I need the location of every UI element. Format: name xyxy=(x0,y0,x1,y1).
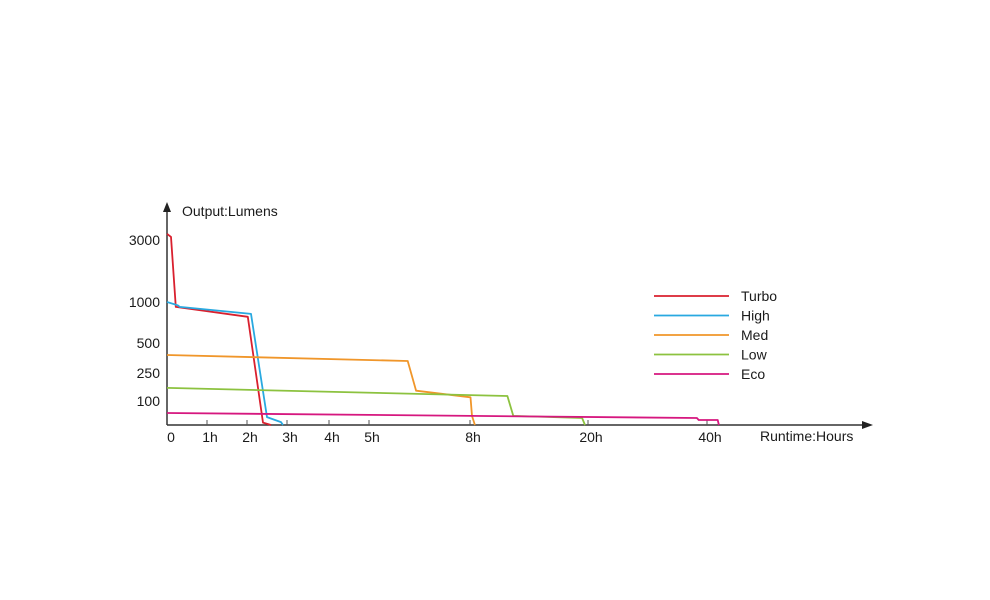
x-tick-label: 3h xyxy=(282,429,298,445)
legend-label: Med xyxy=(741,327,768,343)
y-tick-label: 1000 xyxy=(129,294,160,310)
y-ticks: 100 250 500 1000 3000 xyxy=(129,232,160,409)
x-tick-label: 4h xyxy=(324,429,340,445)
legend-item-turbo: Turbo xyxy=(654,288,777,304)
legend-label: Eco xyxy=(741,366,765,382)
legend-label: Turbo xyxy=(741,288,777,304)
y-tick-label: 250 xyxy=(137,365,161,381)
y-tick-label: 3000 xyxy=(129,232,160,248)
x-tick-label: 0 xyxy=(167,429,175,445)
y-axis-label: Output:Lumens xyxy=(182,203,278,219)
x-axis-label: Runtime:Hours xyxy=(760,428,853,444)
legend-item-low: Low xyxy=(654,347,768,363)
x-tick-label: 2h xyxy=(242,429,258,445)
legend: Turbo High Med Low Eco xyxy=(654,288,777,382)
x-ticks: 0 1h 2h 3h 4h 5h 8h 20h 40h xyxy=(167,420,722,445)
series-line-low xyxy=(166,387,586,426)
legend-label: Low xyxy=(741,347,768,363)
x-axis-arrow xyxy=(862,421,873,429)
legend-item-med: Med xyxy=(654,327,768,343)
x-tick-label: 5h xyxy=(364,429,380,445)
series-line-eco xyxy=(166,412,720,426)
legend-item-high: High xyxy=(654,308,770,324)
series-line-turbo xyxy=(166,233,272,426)
y-tick-label: 500 xyxy=(137,335,161,351)
x-tick-label: 8h xyxy=(465,429,481,445)
x-tick-label: 1h xyxy=(202,429,218,445)
series-line-high xyxy=(166,301,284,426)
x-tick-label: 20h xyxy=(579,429,602,445)
x-tick-label: 40h xyxy=(698,429,721,445)
series-lines xyxy=(166,233,720,426)
legend-label: High xyxy=(741,308,770,324)
y-tick-label: 100 xyxy=(137,393,161,409)
axes: Output:Lumens Runtime:Hours xyxy=(163,202,873,444)
legend-item-eco: Eco xyxy=(654,366,765,382)
y-axis-arrow xyxy=(163,202,171,212)
